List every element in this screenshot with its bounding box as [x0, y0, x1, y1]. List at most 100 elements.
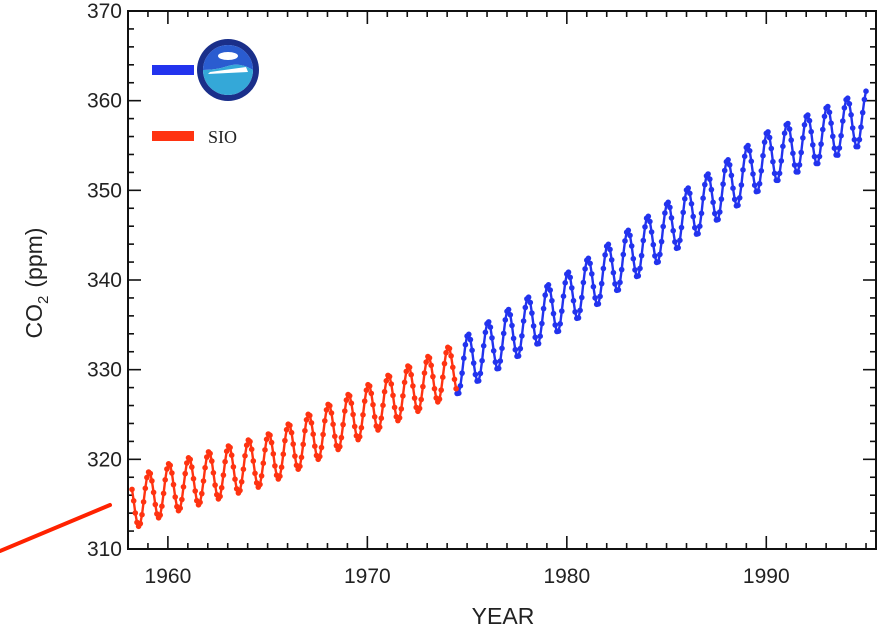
- data-point: [462, 341, 469, 348]
- data-point: [821, 113, 828, 120]
- data-point: [406, 364, 413, 371]
- x-tick-labels: 1960 1970 1980 1990: [145, 565, 790, 588]
- data-point: [482, 329, 489, 336]
- y-tick-label: 320: [87, 448, 122, 471]
- legend-swatch-noaa: [152, 65, 194, 75]
- legend: SIO: [152, 39, 259, 147]
- data-point: [459, 370, 465, 376]
- data-point: [190, 475, 197, 482]
- data-point: [248, 446, 255, 453]
- data-point: [830, 133, 836, 140]
- data-point: [328, 410, 335, 416]
- data-point: [620, 251, 627, 258]
- data-point: [851, 136, 858, 143]
- data-point: [856, 136, 863, 143]
- data-point: [322, 418, 328, 424]
- axis-ticks: [127, 10, 876, 550]
- data-point: [260, 460, 267, 467]
- data-point: [685, 185, 691, 191]
- data-point: [383, 378, 390, 384]
- data-point: [192, 488, 198, 494]
- data-point: [351, 423, 358, 430]
- x-axis-title: YEAR: [472, 603, 535, 629]
- data-point: [129, 486, 135, 493]
- data-point: [798, 149, 804, 156]
- data-point: [721, 167, 728, 174]
- data-point: [187, 456, 193, 463]
- data-point: [182, 470, 188, 477]
- data-point: [655, 259, 661, 265]
- y-tick-label: 340: [87, 269, 122, 292]
- data-point: [725, 157, 731, 163]
- data-point: [776, 170, 783, 177]
- data-point: [660, 223, 666, 230]
- data-point: [608, 257, 615, 263]
- data-point: [426, 355, 433, 361]
- data-point: [811, 153, 818, 160]
- data-point: [570, 297, 577, 304]
- data-point: [507, 312, 514, 318]
- data-point: [167, 462, 173, 469]
- data-point: [650, 241, 657, 248]
- data-point: [545, 282, 552, 288]
- data-point: [826, 109, 833, 116]
- data-point: [475, 378, 482, 384]
- data-point: [237, 487, 243, 494]
- data-point: [177, 505, 183, 512]
- data-point: [527, 299, 534, 306]
- data-point: [342, 408, 348, 414]
- data-point: [572, 309, 578, 315]
- data-point: [816, 153, 823, 160]
- data-point: [408, 371, 415, 378]
- data-point: [698, 210, 705, 217]
- data-point: [361, 398, 368, 404]
- data-point: [423, 359, 430, 365]
- data-point: [440, 374, 446, 381]
- data-point: [252, 470, 258, 477]
- data-point: [858, 124, 864, 130]
- data-point: [840, 118, 846, 124]
- data-point: [638, 252, 645, 259]
- y-axis-title-sub: 2: [35, 296, 52, 304]
- data-point: [391, 404, 398, 411]
- data-point: [615, 287, 622, 293]
- data-point: [388, 381, 395, 387]
- data-point: [263, 436, 270, 443]
- data-point: [505, 306, 512, 313]
- legend-swatch-sio: [152, 131, 194, 141]
- data-point: [287, 422, 293, 429]
- data-point: [480, 343, 487, 349]
- data-point: [346, 393, 353, 399]
- data-point: [247, 438, 253, 445]
- data-point: [310, 431, 317, 438]
- data-point: [718, 196, 725, 202]
- series-sio: [129, 344, 459, 530]
- y-tick-label: 350: [87, 179, 122, 202]
- data-point: [130, 498, 137, 504]
- data-point: [690, 213, 696, 220]
- data-point: [728, 172, 735, 179]
- data-point: [300, 441, 307, 448]
- y-axis-title-main: CO: [21, 304, 47, 339]
- data-point: [766, 134, 773, 141]
- data-point: [257, 481, 263, 488]
- data-point: [665, 199, 671, 206]
- data-point: [595, 301, 602, 307]
- data-point: [164, 466, 170, 472]
- data-point: [557, 321, 563, 327]
- data-point: [565, 269, 572, 276]
- data-point: [540, 305, 547, 312]
- data-point: [730, 185, 736, 191]
- data-point: [262, 447, 268, 453]
- data-point: [204, 454, 210, 460]
- data-point: [736, 195, 743, 201]
- data-point: [238, 479, 245, 485]
- data-point: [159, 503, 165, 510]
- data-point: [825, 103, 831, 110]
- data-point: [537, 333, 543, 340]
- x-tick-label: 1960: [145, 565, 192, 588]
- data-point: [280, 451, 287, 458]
- data-point: [610, 269, 617, 276]
- data-point: [509, 322, 515, 329]
- data-point: [542, 292, 548, 298]
